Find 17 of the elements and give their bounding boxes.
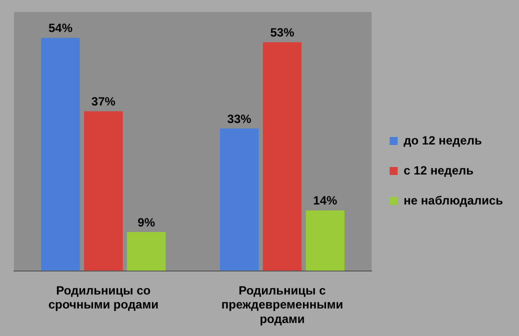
data-label: 54% xyxy=(48,21,73,36)
legend-label: с 12 недель xyxy=(404,163,474,178)
bar xyxy=(127,232,166,271)
data-label: 53% xyxy=(270,26,295,40)
bar xyxy=(262,42,302,271)
data-label: 37% xyxy=(91,94,116,109)
data-label: 14% xyxy=(313,194,338,208)
legend-label: до 12 недель xyxy=(404,133,482,148)
data-label: 33% xyxy=(227,112,252,126)
bar xyxy=(41,38,80,271)
bar xyxy=(306,210,344,271)
bar xyxy=(220,128,259,271)
bar xyxy=(84,111,123,271)
legend-label: не наблюдались xyxy=(404,193,504,208)
x-tick-label: Родильницы со срочными родами xyxy=(48,283,158,312)
x-tick-label: Родильницы с преждевременными родами xyxy=(221,283,344,326)
data-label: 9% xyxy=(138,215,156,230)
